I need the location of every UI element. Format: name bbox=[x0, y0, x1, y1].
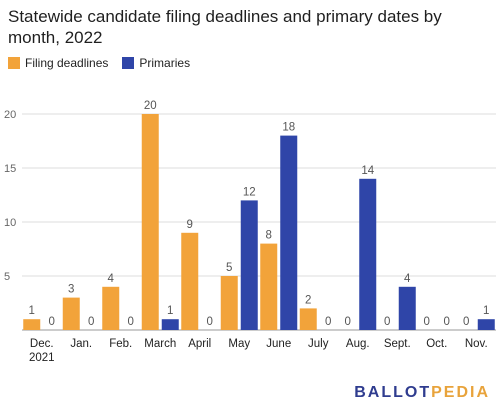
bar bbox=[161, 319, 179, 330]
data-label: 8 bbox=[266, 230, 272, 242]
data-label: 0 bbox=[325, 316, 331, 328]
x-tick-label: Aug. bbox=[346, 338, 370, 350]
bar bbox=[398, 286, 416, 330]
data-label: 14 bbox=[361, 165, 374, 177]
data-label: 2 bbox=[305, 294, 311, 306]
data-label: 3 bbox=[68, 284, 74, 296]
bar bbox=[62, 297, 80, 330]
x-tick-label: Sept. bbox=[384, 338, 411, 350]
data-label: 0 bbox=[128, 316, 134, 328]
bar bbox=[359, 178, 377, 330]
bar bbox=[260, 243, 278, 330]
data-label: 12 bbox=[243, 186, 256, 198]
data-label: 4 bbox=[108, 273, 115, 285]
legend-item-filing-deadlines: Filing deadlines bbox=[8, 56, 108, 70]
bar bbox=[477, 319, 495, 330]
data-label: 0 bbox=[345, 316, 351, 328]
x-tick-label: May bbox=[228, 338, 250, 350]
bar bbox=[280, 135, 298, 330]
x-tick-label: March bbox=[144, 338, 176, 350]
x-tick-label: Oct. bbox=[426, 338, 447, 350]
data-label: 0 bbox=[424, 316, 430, 328]
data-label: 9 bbox=[187, 219, 193, 231]
logo-part-pedia: PEDIA bbox=[431, 384, 490, 401]
data-label: 0 bbox=[88, 316, 94, 328]
x-tick-label: Jan. bbox=[70, 338, 92, 350]
ballotpedia-logo: BALLOTPEDIA bbox=[354, 384, 490, 402]
x-tick-label: July bbox=[308, 338, 329, 350]
legend-label-primaries: Primaries bbox=[139, 56, 191, 70]
x-tick-label: Nov. bbox=[465, 338, 488, 350]
x-tick-label: June bbox=[266, 338, 291, 350]
data-label: 0 bbox=[49, 316, 55, 328]
y-tick-label: 20 bbox=[4, 109, 16, 121]
x-tick-label: Dec. bbox=[30, 338, 54, 350]
bar bbox=[23, 319, 41, 330]
data-label: 1 bbox=[167, 305, 173, 317]
y-tick-label: 10 bbox=[4, 217, 16, 229]
chart-title: Statewide candidate filing deadlines and… bbox=[8, 7, 442, 47]
y-tick-label: 5 bbox=[4, 271, 10, 283]
bar bbox=[220, 276, 238, 330]
y-tick-label: 15 bbox=[4, 163, 16, 175]
data-label: 0 bbox=[444, 316, 450, 328]
data-label: 1 bbox=[29, 305, 35, 317]
x-tick-label: 2021 bbox=[29, 352, 55, 364]
bar bbox=[141, 114, 159, 330]
legend-label-filing-deadlines: Filing deadlines bbox=[25, 56, 109, 70]
logo-part-ballot: BALLOT bbox=[354, 384, 432, 401]
chart-legend: Filing deadlines Primaries bbox=[8, 56, 204, 70]
legend-item-primaries: Primaries bbox=[122, 56, 190, 70]
data-label: 0 bbox=[463, 316, 469, 328]
data-label: 0 bbox=[384, 316, 390, 328]
data-label: 1 bbox=[483, 305, 489, 317]
x-tick-label: Feb. bbox=[109, 338, 132, 350]
data-label: 4 bbox=[404, 273, 411, 285]
legend-swatch-filing-deadlines bbox=[8, 57, 20, 69]
data-label: 5 bbox=[226, 262, 232, 274]
data-label: 0 bbox=[207, 316, 213, 328]
bar bbox=[240, 200, 258, 330]
bar bbox=[299, 308, 317, 330]
bar bbox=[102, 286, 120, 330]
bar bbox=[181, 232, 199, 330]
x-tick-label: April bbox=[188, 338, 211, 350]
data-label: 18 bbox=[282, 122, 295, 134]
data-label: 20 bbox=[144, 100, 157, 112]
legend-swatch-primaries bbox=[122, 57, 135, 69]
